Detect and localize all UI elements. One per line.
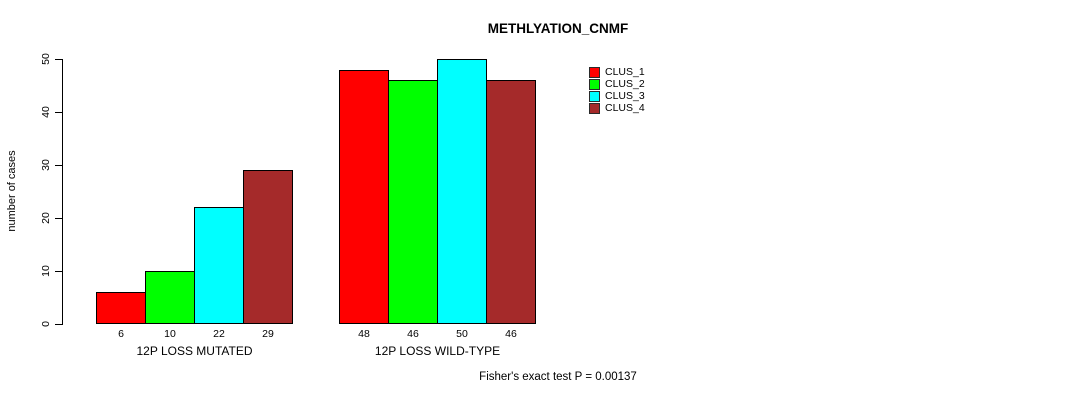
legend-label: CLUS_2 — [605, 78, 645, 90]
legend-label: CLUS_4 — [605, 102, 645, 114]
bar-clus_2-group1 — [145, 271, 195, 324]
y-tick-label: 50 — [40, 53, 52, 65]
bar-clus_3-group2 — [437, 59, 487, 324]
legend-label: CLUS_1 — [605, 66, 645, 78]
legend-swatch-icon — [589, 78, 600, 90]
bar-clus_1-group1 — [96, 292, 146, 324]
bar-value-label: 46 — [407, 328, 419, 340]
y-tick-label: 10 — [40, 265, 52, 277]
legend-swatch-icon — [589, 66, 600, 78]
y-tick-label: 30 — [40, 159, 52, 171]
bar-clus_4-group2 — [486, 80, 536, 324]
y-tick-mark — [55, 324, 62, 325]
bar-value-label: 48 — [358, 328, 370, 340]
legend-swatch-icon — [589, 90, 600, 102]
y-tick-mark — [55, 165, 62, 166]
bar-clus_4-group1 — [243, 170, 293, 324]
y-tick-label: 0 — [40, 321, 52, 327]
bar-value-label: 22 — [213, 328, 225, 340]
legend-item-clus_3: CLUS_3 — [589, 90, 645, 102]
bar-value-label: 29 — [262, 328, 274, 340]
bar-value-label: 50 — [456, 328, 468, 340]
bar-clus_1-group2 — [339, 70, 389, 324]
legend-item-clus_4: CLUS_4 — [589, 102, 645, 114]
legend-swatch-icon — [589, 102, 600, 114]
bar-clus_2-group2 — [388, 80, 438, 324]
legend-item-clus_1: CLUS_1 — [589, 66, 645, 78]
chart-title: METHLYATION_CNMF — [487, 21, 629, 36]
y-tick-label: 40 — [40, 106, 52, 118]
bar-value-label: 10 — [164, 328, 176, 340]
legend-item-clus_2: CLUS_2 — [589, 78, 645, 90]
bar-clus_3-group1 — [194, 207, 244, 324]
bar-value-label: 46 — [505, 328, 517, 340]
bar-value-label: 6 — [118, 328, 124, 340]
y-tick-mark — [55, 271, 62, 272]
y-tick-label: 20 — [40, 212, 52, 224]
legend-label: CLUS_3 — [605, 90, 645, 102]
fisher-test-annotation: Fisher's exact test P = 0.00137 — [479, 371, 637, 383]
y-tick-mark — [55, 218, 62, 219]
group-label-1: 12P LOSS MUTATED — [136, 344, 253, 358]
y-axis-line — [62, 59, 63, 325]
y-tick-mark — [55, 59, 62, 60]
group-label-2: 12P LOSS WILD-TYPE — [374, 344, 501, 358]
y-tick-mark — [55, 112, 62, 113]
y-axis-label: number of cases — [6, 150, 18, 232]
